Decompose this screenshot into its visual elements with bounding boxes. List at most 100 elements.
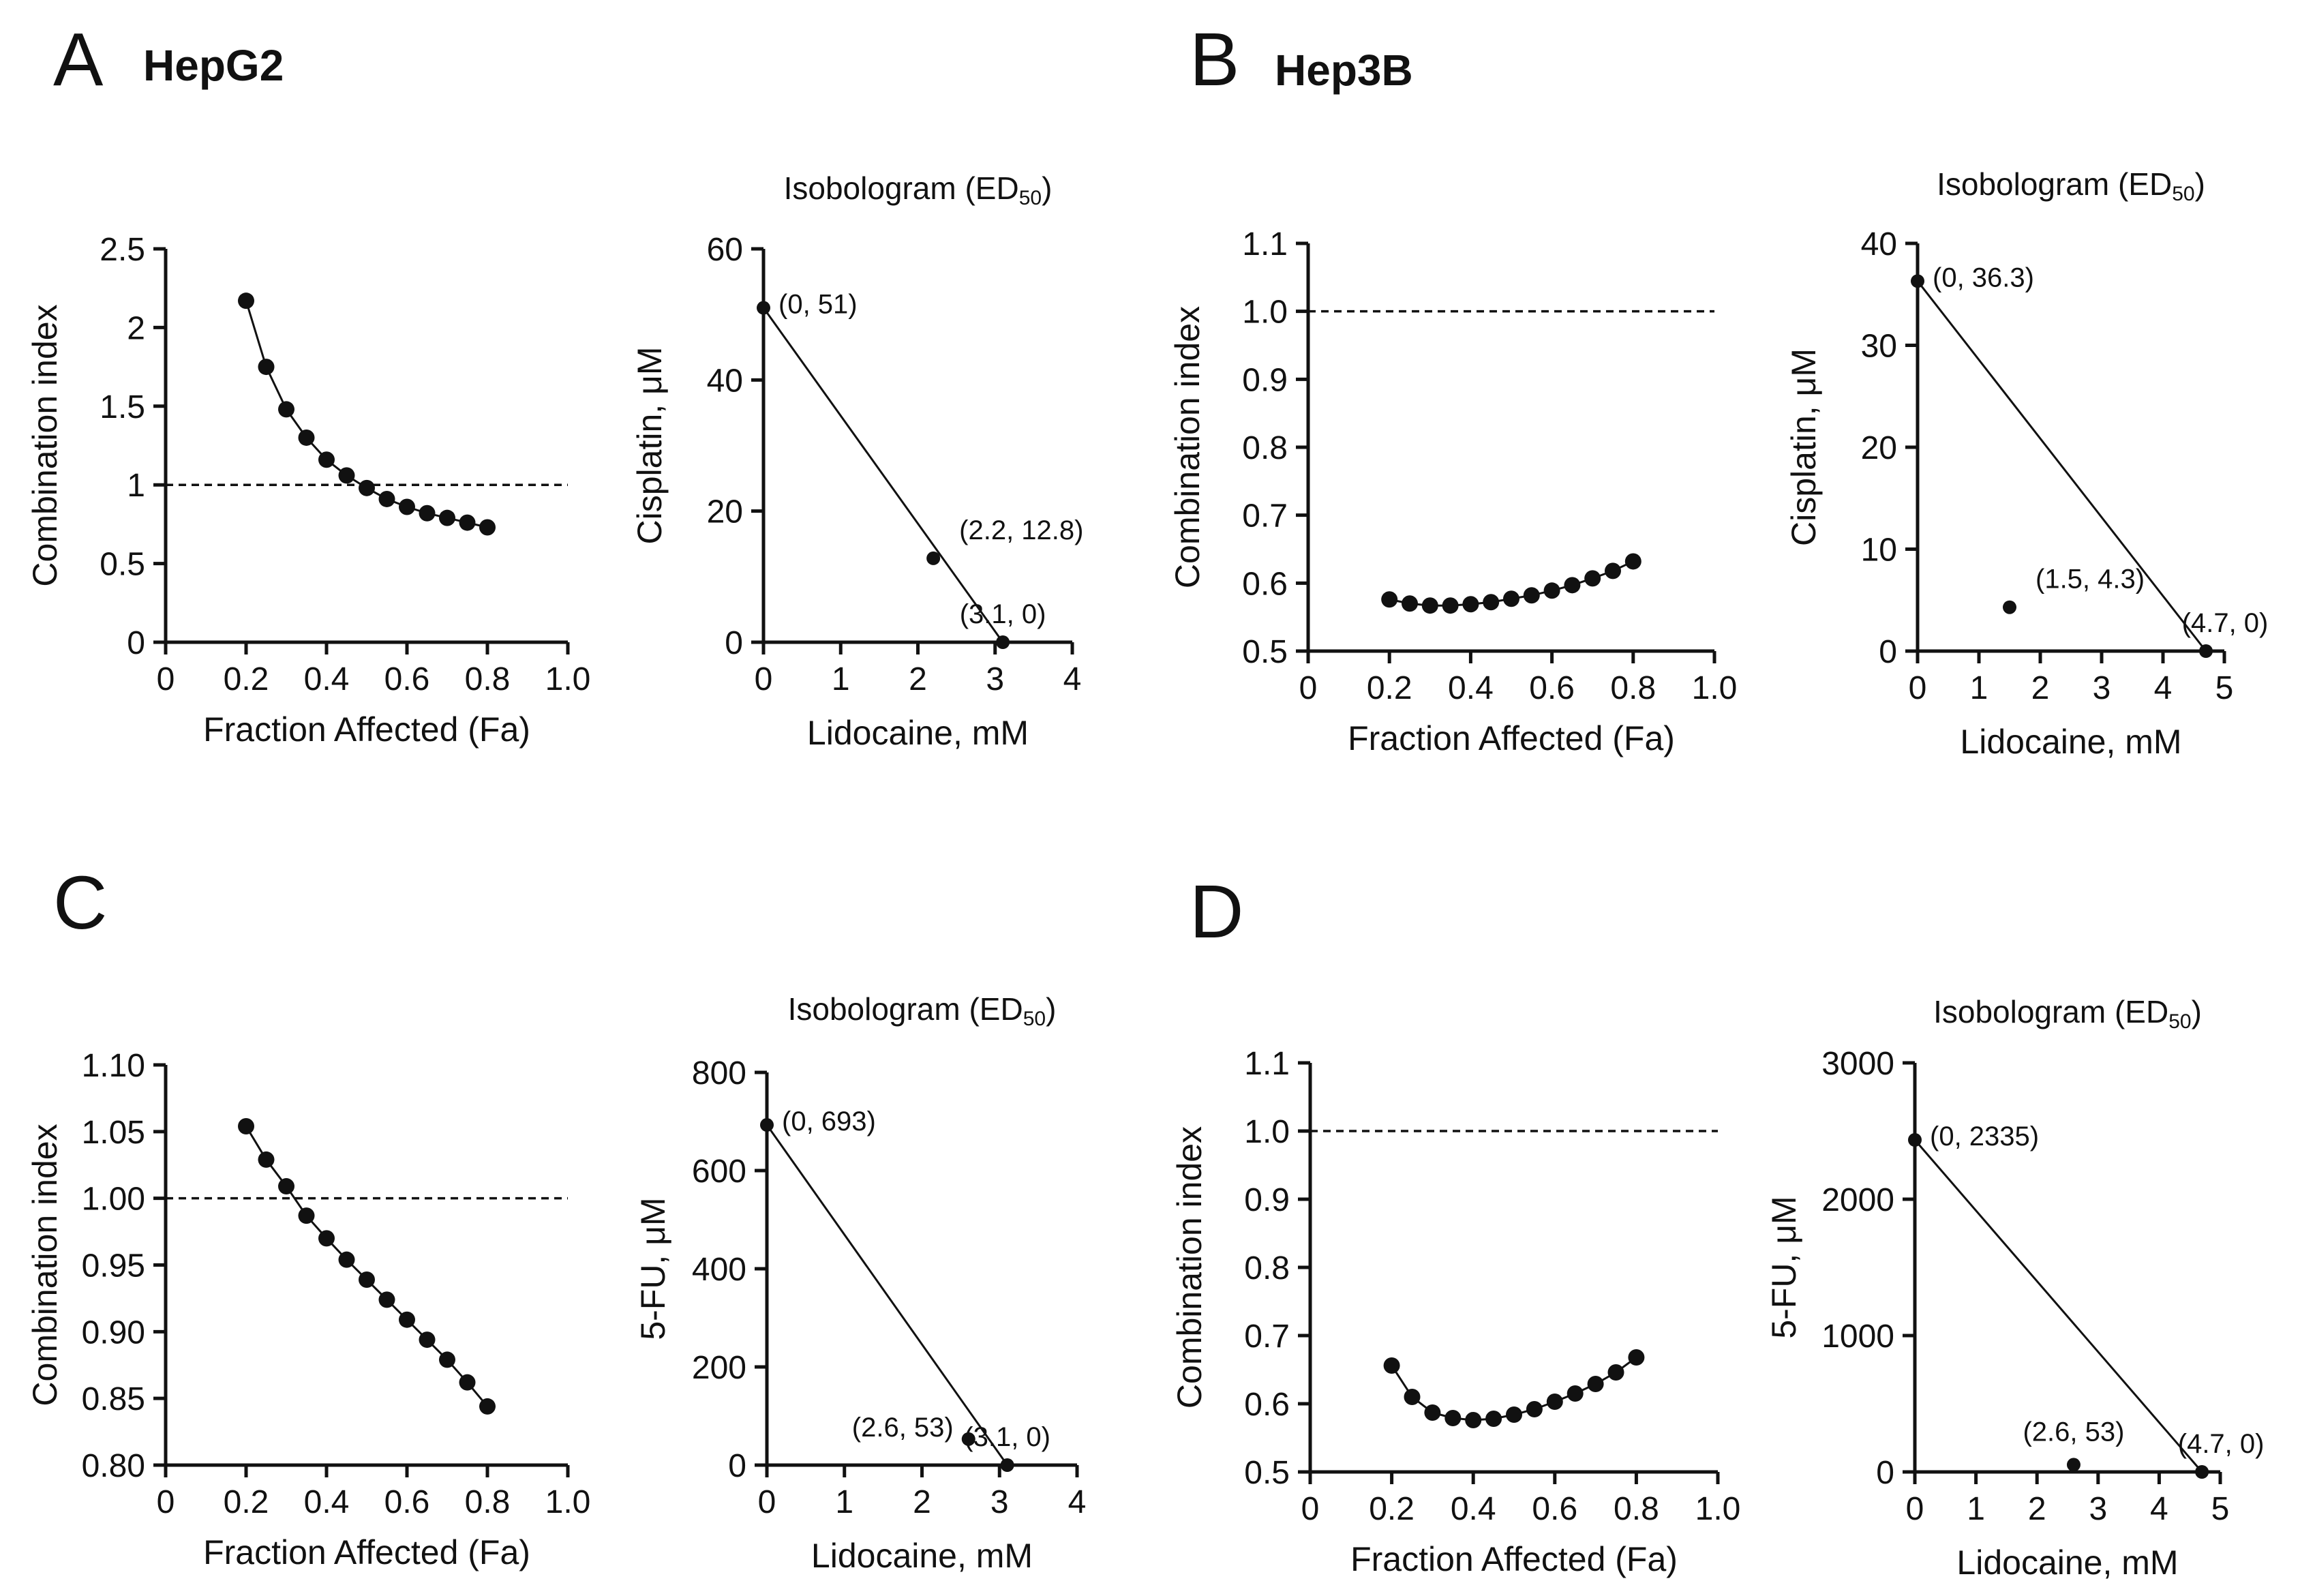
isobologram-title-end: ) (1042, 170, 1052, 206)
cell-line-label: HepG2 (143, 41, 284, 90)
isobologram-title-subscript: 50 (2172, 183, 2194, 205)
ci-y-tick-label: 1.1 (1244, 1046, 1290, 1082)
isobologram-plot: 0 1 2 3 4 0 200 400 600 800 Isobologram (ED50) (0, … (634, 991, 1086, 1575)
ci-y-tick-label: 0.7 (1242, 498, 1288, 534)
isobologram-title: Isobologram (ED50) (784, 170, 1053, 209)
ci-data-point (1483, 594, 1500, 611)
ci-y-tick-label: 1.0 (1242, 295, 1288, 331)
isobologram-title-main: Isobologram (ED (788, 991, 1023, 1027)
ci-data-point (439, 509, 455, 526)
iso-y-tick-label: 20 (1861, 430, 1897, 466)
iso-x-tick-label: 0 (758, 1484, 776, 1520)
ci-data-point (238, 292, 254, 310)
isobologram-point-label: (0, 36.3) (1933, 262, 2034, 292)
isobologram-point-label: (2.6, 53) (2023, 1417, 2124, 1447)
ci-y-tick-label: 0.90 (82, 1314, 145, 1351)
iso-y-tick-label: 800 (692, 1055, 746, 1091)
isobologram-title-end: ) (2195, 166, 2205, 202)
cell-line-label: Hep3B (1275, 46, 1413, 95)
combination-index-plot: 0 0.2 0.4 0.6 0.8 1.0 0.5 0.6 0.7 0.8 0.9 1.0 1.1 Fra… (1168, 226, 1737, 757)
ci-data-point (1485, 1411, 1502, 1427)
ci-data-point (479, 519, 496, 536)
ci-data-point (1526, 1401, 1543, 1417)
ci-y-tick-label: 0.5 (1244, 1455, 1290, 1491)
iso-y-tick-label: 60 (707, 232, 743, 268)
ci-data-point (278, 401, 294, 418)
iso-y-tick-label: 400 (692, 1252, 746, 1288)
ci-y-tick-label: 0.85 (82, 1381, 145, 1417)
iso-x-tick-label: 1 (1967, 1491, 1985, 1527)
isobologram-title-subscript: 50 (2168, 1010, 2191, 1033)
ci-y-tick-label: 0 (127, 625, 145, 661)
ci-x-tick-label: 0 (1301, 1491, 1320, 1527)
isobologram-point-label: (0, 51) (778, 290, 858, 320)
ci-data-point (459, 1374, 476, 1391)
isobologram-point (961, 1432, 975, 1446)
ci-x-tick-label: 0.6 (1532, 1491, 1577, 1527)
ci-x-tick-label: 0.4 (1448, 670, 1494, 706)
iso-y-tick-label: 40 (1861, 226, 1897, 262)
ci-y-axis-title: Combination index (26, 1124, 64, 1406)
ci-x-tick-label: 0.8 (465, 1484, 511, 1520)
ci-y-tick-label: 1.0 (1244, 1114, 1290, 1150)
iso-x-tick-label: 2 (909, 661, 927, 697)
iso-x-tick-label: 4 (2150, 1491, 2168, 1527)
ci-data-point (338, 467, 355, 484)
ci-data-point (318, 1230, 335, 1247)
ci-data-point (1503, 590, 1519, 607)
ci-data-point (378, 1291, 395, 1308)
ci-data-point (1462, 596, 1479, 613)
ci-x-tick-label: 0.2 (224, 1484, 269, 1520)
iso-y-tick-label: 0 (1876, 1455, 1894, 1491)
iso-y-tick-label: 3000 (1821, 1046, 1894, 1082)
panel-letter: D (1190, 870, 1243, 954)
ci-data-point (298, 429, 315, 446)
isobologram-point (2195, 1465, 2209, 1479)
isobologram-title-main: Isobologram (ED (784, 170, 1019, 206)
ci-data-point (1543, 582, 1560, 599)
iso-x-axis-title: Lidocaine, mM (807, 714, 1029, 752)
ci-data-point (419, 505, 436, 522)
panel-d: D 0 0.2 0.4 0.6 0.8 1.0 0.5 0.6 0.7 0.8 0.9 1.0 1.1 Fr… (1170, 870, 2264, 1582)
iso-x-tick-label: 5 (2215, 670, 2234, 706)
iso-x-tick-label: 0 (755, 661, 773, 697)
ci-y-axis-title: Combination index (1170, 1126, 1209, 1409)
isobologram-point (926, 551, 941, 565)
iso-x-tick-label: 1 (832, 661, 850, 697)
iso-x-tick-label: 3 (2093, 670, 2111, 706)
ci-y-tick-label: 1.10 (82, 1048, 145, 1084)
iso-y-tick-label: 0 (725, 625, 743, 661)
panel-a: A HepG2 0 0.2 0.4 0.6 0.8 1.0 0 0.5 1 1.5 2 2.5 Fracti… (26, 18, 1083, 752)
ci-data-point (1424, 1404, 1441, 1421)
isobologram-point (760, 1118, 774, 1132)
ci-y-tick-label: 2 (127, 310, 145, 346)
iso-y-tick-label: 200 (692, 1350, 746, 1386)
isobologram-title: Isobologram (ED50) (1933, 994, 2202, 1033)
isobologram-additivity-line (766, 1124, 1008, 1466)
iso-x-tick-label: 2 (2031, 670, 2050, 706)
isobologram-point (1000, 1458, 1014, 1472)
ci-data-point (1421, 597, 1438, 614)
isobologram-additivity-line (1913, 1139, 2203, 1473)
ci-y-tick-label: 1 (127, 468, 145, 504)
ci-x-tick-label: 0.2 (1367, 670, 1412, 706)
iso-x-axis-title: Lidocaine, mM (1960, 723, 2181, 761)
ci-y-tick-label: 2.5 (100, 232, 145, 268)
isobologram-title: Isobologram (ED50) (788, 991, 1057, 1030)
ci-data-point (1402, 595, 1418, 612)
ci-y-tick-label: 1.1 (1242, 226, 1288, 262)
iso-x-tick-label: 4 (1068, 1484, 1087, 1520)
isobologram-point-label: (4.7, 0) (2178, 1429, 2265, 1459)
isobologram-title: Isobologram (ED50) (1937, 166, 2205, 205)
panel-b: B Hep3B 0 0.2 0.4 0.6 0.8 1.0 0.5 0.6 0.7 0.8 0.9 1.0… (1168, 18, 2268, 761)
ci-data-point (459, 514, 476, 531)
ci-data-point (1607, 1364, 1624, 1381)
isobologram-title-end: ) (1046, 991, 1056, 1027)
ci-x-tick-label: 1.0 (1695, 1491, 1741, 1527)
isobologram-point (1908, 1133, 1922, 1147)
iso-x-tick-label: 1 (835, 1484, 853, 1520)
iso-x-tick-label: 0 (1906, 1491, 1924, 1527)
ci-y-tick-label: 0.8 (1242, 430, 1288, 466)
iso-x-tick-label: 3 (986, 661, 1004, 697)
